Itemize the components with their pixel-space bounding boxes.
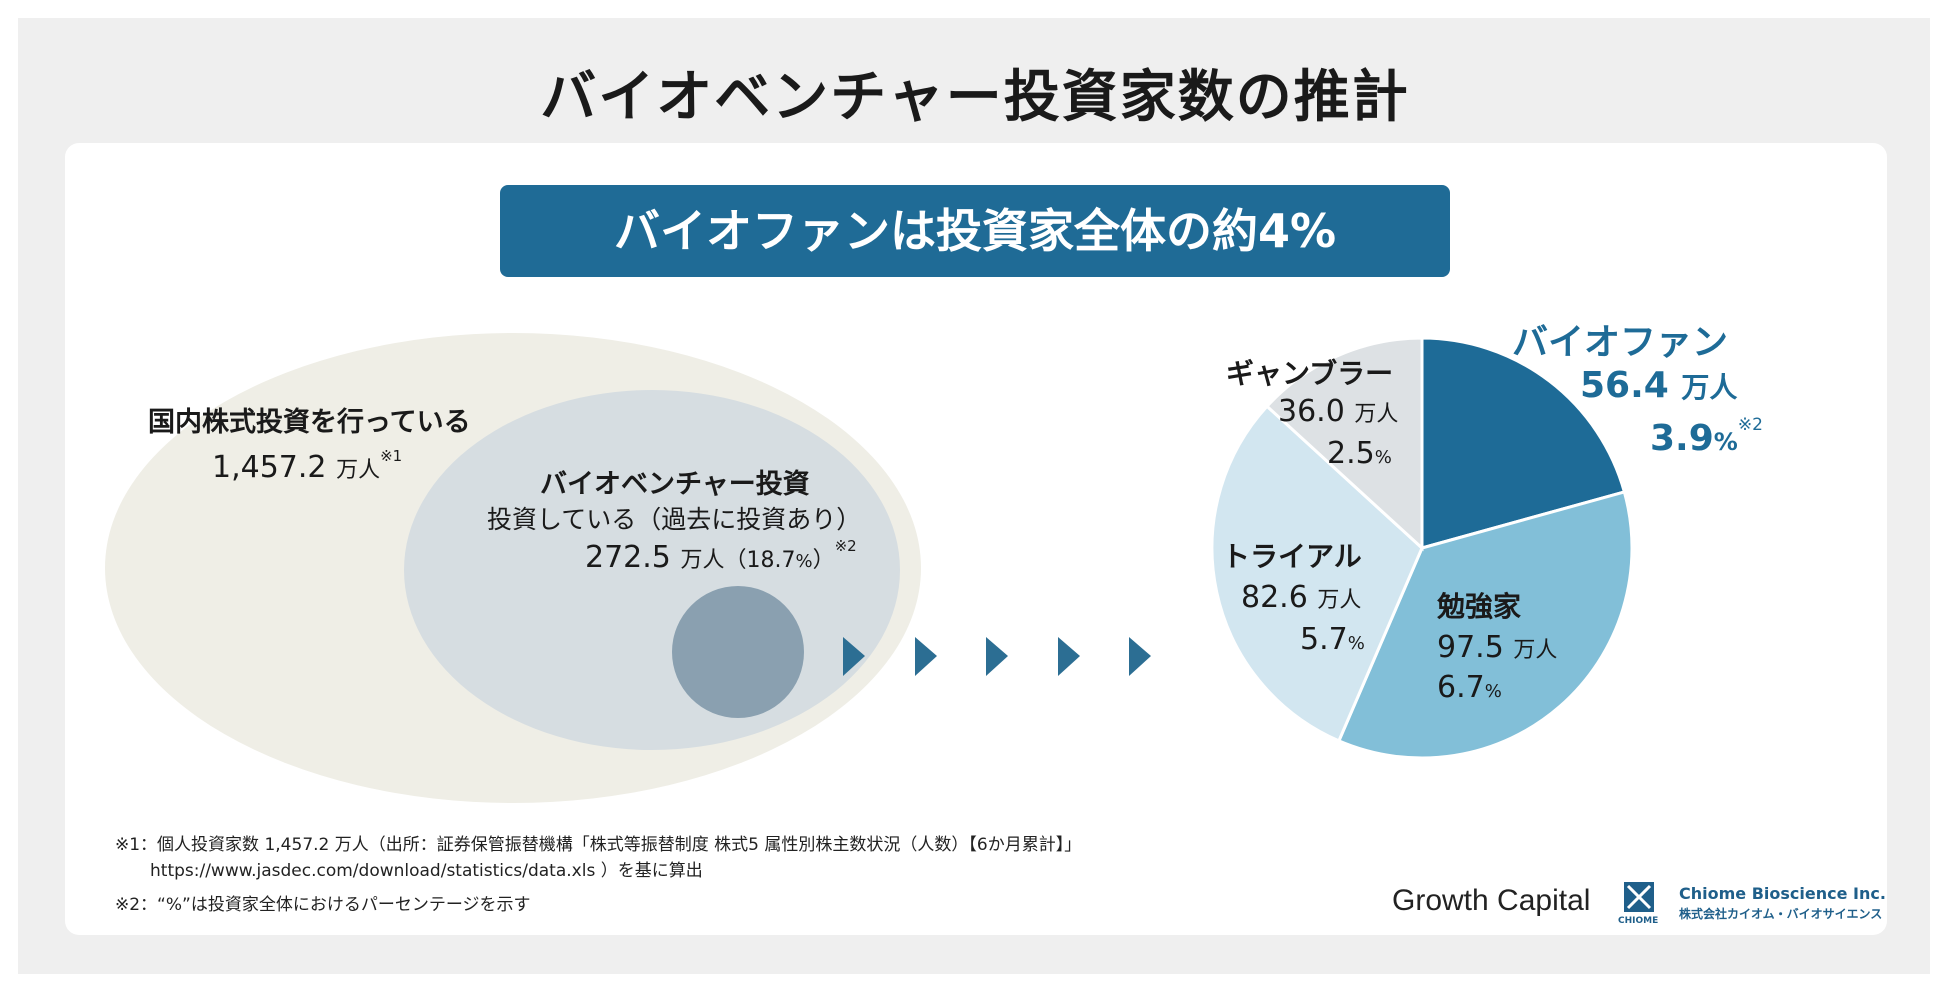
- chiome-logo-icon: [1624, 882, 1654, 912]
- outer-value: 1,457.2 万人※1: [212, 447, 403, 485]
- outer-footnote-mark: ※1: [380, 447, 403, 465]
- footnote-1-line-2: https://www.jasdec.com/download/statisti…: [150, 861, 703, 881]
- pie-slice-0: [1420, 336, 1627, 550]
- benkyo-name: 勉強家: [1437, 590, 1522, 623]
- trial-name: トライアル: [1222, 540, 1362, 573]
- biofan-value: 56.4 万人: [1580, 365, 1738, 406]
- arrow-4-icon: [1058, 637, 1080, 676]
- inner-value-unit: 万人: [680, 548, 725, 573]
- inner-percent: （18.7%）: [724, 548, 835, 573]
- biofan-circle: [672, 586, 804, 718]
- gambler-value: 36.0 万人: [1278, 394, 1399, 429]
- gambler-percent: 2.5%: [1327, 436, 1392, 471]
- trial-percent: 5.7%: [1300, 622, 1365, 657]
- arrow-5-icon: [1129, 637, 1151, 676]
- page-title: バイオベンチャー投資家数の推計: [540, 65, 1410, 130]
- chiome-small-text: CHIOME: [1618, 916, 1659, 926]
- chiome-name: Chiome Bioscience Inc.: [1679, 884, 1886, 903]
- footnote-2: ※2：“%”は投資家全体におけるパーセンテージを示す: [115, 895, 531, 915]
- gambler-name: ギャンブラー: [1226, 357, 1394, 390]
- benkyo-percent: 6.7%: [1437, 670, 1502, 705]
- biofan-percent: 3.9%※2: [1650, 415, 1763, 459]
- inner-sublabel: 投資している（過去に投資あり）: [487, 505, 862, 534]
- outer-value-number: 1,457.2: [212, 450, 327, 485]
- pie-slice-1: [1336, 490, 1634, 760]
- arrow-2-icon: [915, 637, 937, 676]
- pie-slice-3: [1264, 336, 1424, 552]
- growth-capital-logo: Growth Capital: [1392, 884, 1591, 917]
- benkyo-value: 97.5 万人: [1437, 630, 1558, 665]
- inner-label: バイオベンチャー投資: [540, 469, 810, 500]
- inner-footnote-mark: ※2: [834, 537, 857, 555]
- inner-value: 272.5 万人（18.7%）※2: [585, 537, 857, 575]
- arrow-3-icon: [986, 637, 1008, 676]
- outer-value-unit: 万人: [336, 458, 381, 483]
- summary-banner: バイオファンは投資家全体の約4%: [500, 185, 1450, 277]
- arrow-1-icon: [843, 637, 865, 676]
- footnote-1-line-1: ※1：個人投資家数 1,457.2 万人（出所：証券保管振替機構「株式等振替制度…: [115, 835, 1082, 855]
- trial-value: 82.6 万人: [1241, 580, 1362, 615]
- outer-label: 国内株式投資を行っている: [148, 407, 471, 438]
- pie-slice-2: [1210, 404, 1424, 743]
- inner-value-number: 272.5: [585, 540, 671, 575]
- biofan-name: バイオファン: [1512, 322, 1729, 363]
- chiome-japanese-name: 株式会社カイオム・バイオサイエンス: [1679, 907, 1883, 921]
